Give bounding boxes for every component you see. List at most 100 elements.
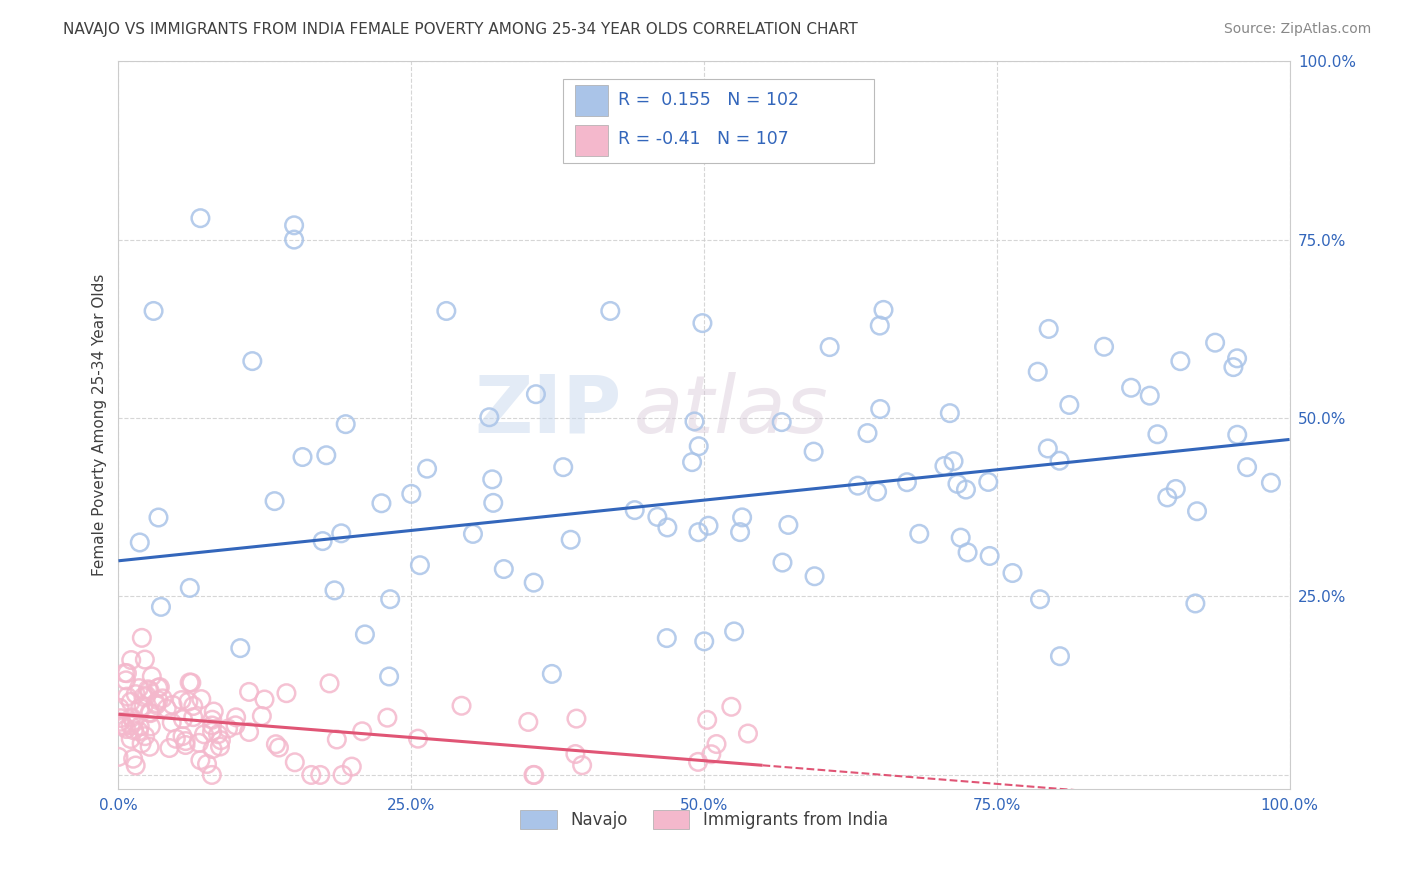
Point xyxy=(224,718,246,732)
Point xyxy=(979,549,1001,563)
Point xyxy=(267,740,290,755)
Point xyxy=(1036,442,1059,456)
Point xyxy=(869,402,891,417)
Point xyxy=(335,417,357,431)
Point xyxy=(136,682,159,697)
Point xyxy=(482,496,505,510)
Point xyxy=(174,738,197,752)
Point xyxy=(354,627,377,641)
Point xyxy=(193,727,215,741)
Point xyxy=(1185,504,1208,518)
Point xyxy=(128,719,150,733)
Point xyxy=(856,426,879,441)
Point xyxy=(380,592,402,607)
Point xyxy=(129,700,152,714)
Point xyxy=(177,695,200,709)
Point xyxy=(264,737,287,751)
Point xyxy=(370,496,392,510)
Point xyxy=(377,711,399,725)
Point xyxy=(681,455,703,469)
Bar xyxy=(575,125,607,156)
Point xyxy=(138,706,160,720)
Point xyxy=(240,354,263,368)
Point xyxy=(1049,454,1071,468)
Point xyxy=(311,534,333,549)
Point xyxy=(145,698,167,712)
Point xyxy=(128,724,150,739)
Point xyxy=(406,731,429,746)
Point xyxy=(174,734,197,748)
Bar xyxy=(575,85,607,116)
Text: atlas: atlas xyxy=(634,372,828,450)
Point xyxy=(1119,381,1142,395)
Point xyxy=(401,487,423,501)
Point xyxy=(1029,592,1052,607)
Point xyxy=(1059,398,1081,412)
Point xyxy=(315,448,337,462)
Point xyxy=(148,681,170,695)
Point xyxy=(170,693,193,707)
Point xyxy=(1260,475,1282,490)
Point xyxy=(688,439,710,453)
Point xyxy=(115,666,138,681)
Y-axis label: Female Poverty Among 25-34 Year Olds: Female Poverty Among 25-34 Year Olds xyxy=(93,274,107,576)
Point xyxy=(121,710,143,724)
Point xyxy=(517,714,540,729)
Point xyxy=(142,304,165,318)
Point xyxy=(229,641,252,656)
Point xyxy=(1170,354,1192,368)
Point xyxy=(728,525,751,540)
Point xyxy=(152,691,174,706)
Point xyxy=(942,454,965,468)
Point xyxy=(276,686,298,700)
Point xyxy=(138,739,160,754)
Point xyxy=(128,681,150,695)
Point xyxy=(112,720,135,734)
Point xyxy=(131,736,153,750)
Point xyxy=(657,520,679,534)
Point xyxy=(523,575,546,590)
Point xyxy=(565,712,588,726)
Point xyxy=(135,689,157,703)
Point xyxy=(692,316,714,330)
Point xyxy=(172,712,194,726)
Point xyxy=(686,755,709,769)
Point xyxy=(700,747,723,762)
Point xyxy=(132,690,155,704)
Point xyxy=(1204,335,1226,350)
Point xyxy=(238,685,260,699)
Point xyxy=(1026,365,1049,379)
Point xyxy=(731,510,754,524)
Point xyxy=(866,484,889,499)
Point xyxy=(450,698,472,713)
Point xyxy=(190,692,212,706)
Point xyxy=(908,526,931,541)
Point xyxy=(955,483,977,497)
Point xyxy=(115,690,138,704)
Point xyxy=(540,667,562,681)
Point xyxy=(770,415,793,429)
FancyBboxPatch shape xyxy=(564,79,873,163)
Point xyxy=(1164,482,1187,496)
Point xyxy=(977,475,1000,489)
Point xyxy=(115,722,138,736)
Point xyxy=(195,757,218,772)
Point xyxy=(693,634,716,648)
Point xyxy=(156,701,179,715)
Point xyxy=(560,533,582,547)
Point xyxy=(352,724,374,739)
Point xyxy=(120,718,142,732)
Point xyxy=(737,726,759,740)
Point xyxy=(524,387,547,401)
Point xyxy=(1236,460,1258,475)
Point xyxy=(201,713,224,727)
Point xyxy=(1226,427,1249,442)
Point xyxy=(299,768,322,782)
Point xyxy=(1139,389,1161,403)
Point xyxy=(209,733,232,747)
Point xyxy=(697,518,720,533)
Point xyxy=(132,699,155,714)
Text: Source: ZipAtlas.com: Source: ZipAtlas.com xyxy=(1223,22,1371,37)
Point xyxy=(647,509,669,524)
Point xyxy=(492,562,515,576)
